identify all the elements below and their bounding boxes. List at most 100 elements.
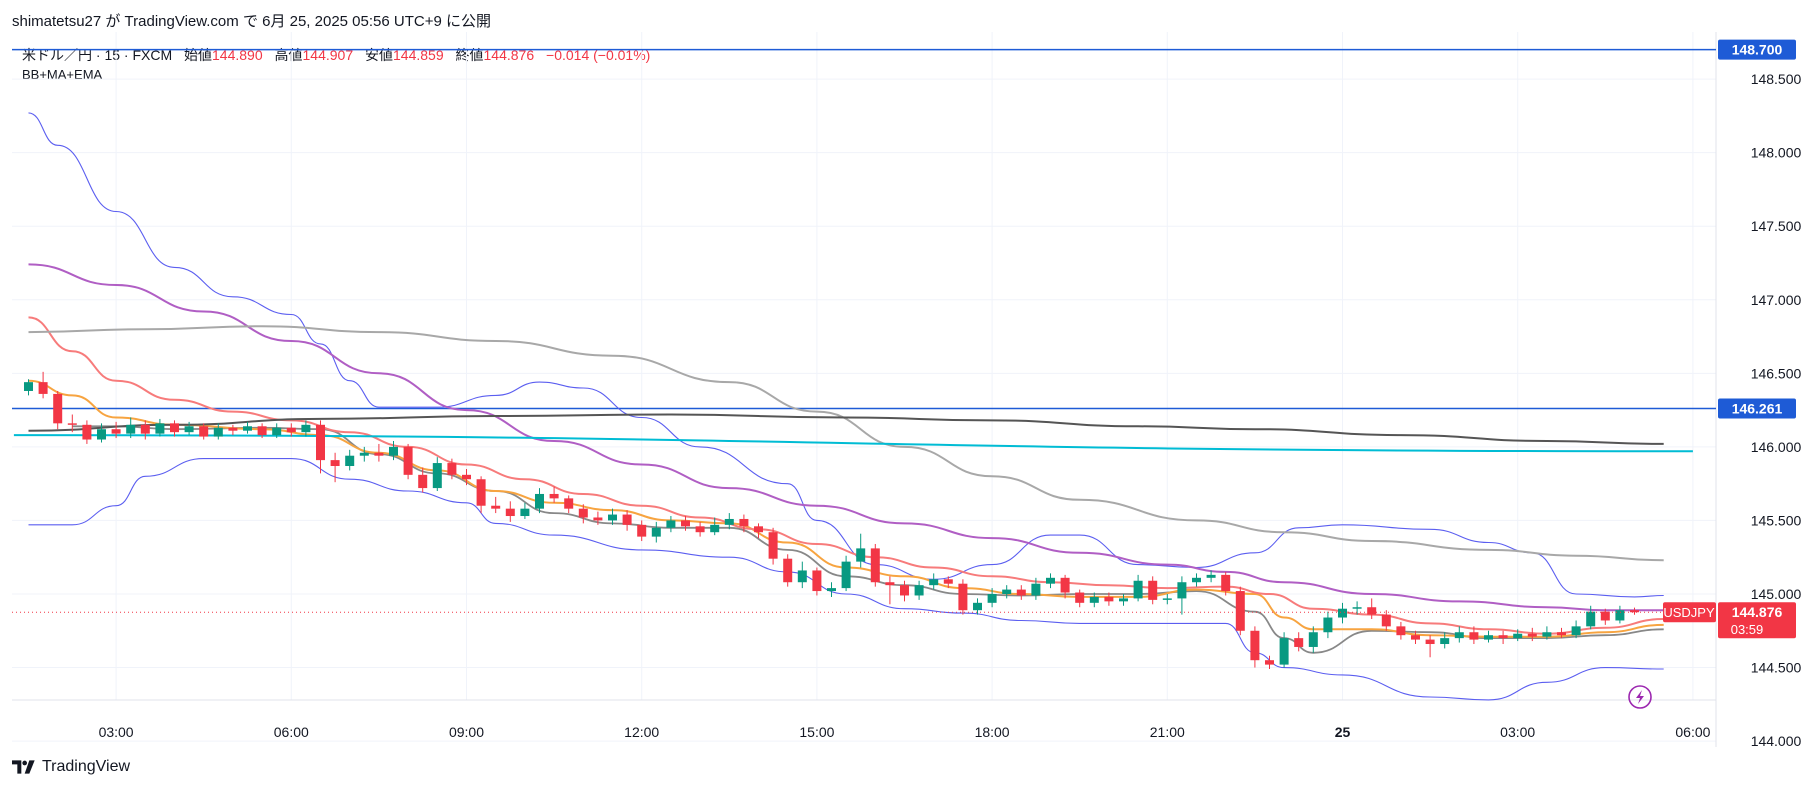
ohlc-legend: 米ドル／円 · 15 · FXCM 始値144.890 高値144.907 安値… [22, 45, 650, 65]
y-tick-label: 144.500 [1751, 660, 1802, 676]
footer: TradingView [12, 758, 130, 776]
candle-up [1338, 608, 1347, 618]
x-tick-label: 06:00 [274, 724, 309, 740]
candle-down [564, 498, 574, 509]
candle-down [257, 426, 267, 436]
candle-down [447, 463, 457, 475]
high-value: 144.907 [302, 47, 354, 63]
candle-down [1250, 630, 1260, 661]
y-tick-label: 148.500 [1751, 71, 1802, 87]
x-tick-label: 12:00 [624, 724, 659, 740]
candle-up [841, 561, 851, 589]
indicator-line-trend-line [13, 434, 1693, 453]
candle-up [1031, 583, 1041, 596]
candle-down [374, 452, 384, 456]
candle-down [754, 526, 763, 533]
hline-price-tag [1718, 398, 1796, 419]
candle-up [1352, 607, 1362, 609]
candle-down [885, 582, 895, 586]
candle-down [900, 585, 909, 596]
bar-countdown-label: 03:59 [1731, 622, 1764, 637]
candle-up [1542, 632, 1552, 637]
candle-down [870, 548, 880, 583]
candle-up [1206, 574, 1216, 578]
low-label: 安値 [365, 47, 394, 63]
y-tick-label: 147.500 [1751, 218, 1802, 234]
candle-up [608, 514, 617, 521]
candle-down [330, 460, 340, 467]
candle-up [1615, 610, 1625, 621]
indicator-line-bb-middle [72, 425, 1664, 654]
hline-price-label: 146.261 [1732, 400, 1783, 416]
y-tick-label: 146.500 [1751, 365, 1802, 381]
candle-down [1396, 626, 1406, 636]
x-tick-label: 06:00 [1675, 724, 1710, 740]
candle-up [797, 570, 807, 583]
x-tick-label: 03:00 [99, 724, 134, 740]
candle-up [666, 520, 676, 528]
lightning-icon[interactable] [1628, 685, 1652, 709]
candle-up [929, 579, 939, 586]
candle-up [345, 455, 355, 467]
candle-up [535, 493, 544, 509]
price-chart[interactable]: 148.500 148.000 147.500 147.000 146.500 146.0… [0, 0, 1814, 760]
candle-up [973, 602, 982, 611]
candle-down [1425, 639, 1435, 645]
candle-down [681, 520, 690, 527]
hline-price-tag [1718, 39, 1796, 60]
candle-down [38, 382, 48, 394]
candle-down [637, 524, 647, 537]
close-value: 144.876 [483, 47, 535, 63]
candle-down [1235, 591, 1245, 631]
candle-up [301, 424, 311, 433]
candle-down [1294, 638, 1304, 647]
current-price-tag [1718, 602, 1796, 639]
lightning-bolt-icon [1636, 690, 1644, 704]
indicator-label[interactable]: BB+MA+EMA [22, 67, 103, 82]
candle-up [1484, 635, 1493, 640]
x-tick-label: 03:00 [1500, 724, 1535, 740]
candle-down [111, 429, 121, 434]
x-tick-label: 21:00 [1150, 724, 1185, 740]
candle-up [1440, 638, 1450, 645]
candle-down [1367, 607, 1377, 615]
candle-up [710, 524, 720, 533]
x-tick-label: 25 [1335, 724, 1351, 740]
candle-up [97, 429, 106, 440]
candle-down [53, 393, 63, 424]
x-tick-label: 09:00 [449, 724, 484, 740]
candle-up [1454, 632, 1464, 639]
candle-up [1586, 611, 1596, 627]
candle-down [695, 526, 705, 533]
symbol-label[interactable]: 米ドル／円 · 15 · FXCM [22, 47, 173, 63]
candle-up [155, 423, 165, 434]
candle-up [651, 527, 661, 537]
y-tick-label: 145.500 [1751, 512, 1802, 528]
candle-up [1177, 582, 1187, 599]
candle-up [1571, 626, 1581, 636]
candle-up [1513, 633, 1523, 639]
candle-down [549, 493, 559, 499]
indicator-line-ma-dark [28, 413, 1664, 445]
high-label: 高値 [274, 47, 303, 63]
candle-down [1630, 610, 1639, 613]
candle-down [1148, 580, 1158, 600]
candle-down [1498, 635, 1508, 639]
indicator-line-bb-upper [28, 112, 1664, 598]
y-tick-label: 147.000 [1751, 292, 1802, 308]
y-tick-label: 146.000 [1751, 439, 1802, 455]
y-tick-label: 148.000 [1751, 145, 1802, 161]
x-tick-label: 15:00 [799, 724, 834, 740]
candle-up [126, 424, 136, 434]
candle-down [316, 424, 325, 461]
candle-down [1469, 632, 1479, 640]
candle-down [768, 532, 778, 559]
low-value: 144.859 [393, 47, 444, 63]
candle-down [1557, 632, 1566, 636]
candle-up [724, 518, 734, 525]
x-tick-label: 18:00 [975, 724, 1010, 740]
candle-down [199, 426, 209, 437]
candle-down [1221, 574, 1231, 592]
publish-header: shimatetsu27 が TradingView.com で 6月 25, … [12, 13, 491, 30]
open-label: 始値 [184, 47, 213, 63]
